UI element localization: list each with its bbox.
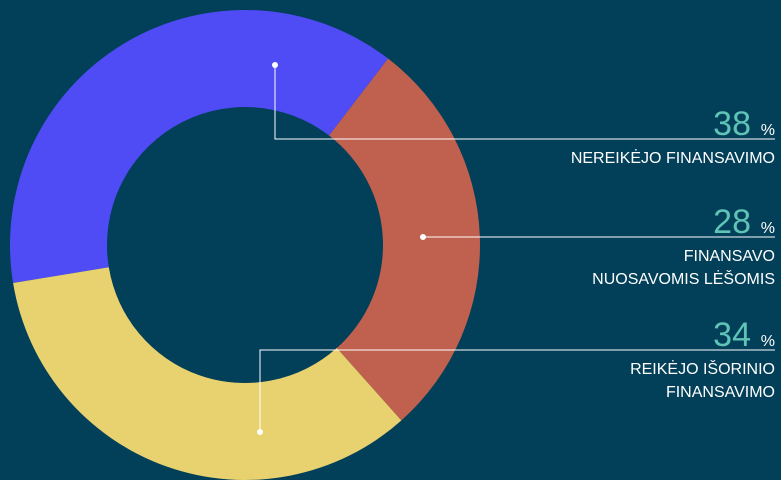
- donut-segment: [13, 267, 402, 480]
- value-label: 38: [713, 105, 751, 143]
- category-label: REIKĖJO IŠORINIO: [630, 359, 775, 378]
- leader-line: [274, 65, 775, 140]
- leader-dot: [420, 234, 426, 240]
- value-label: 28: [713, 203, 751, 241]
- value-label: 34: [713, 316, 751, 354]
- leader-dot: [272, 62, 278, 68]
- category-label: NUOSAVOMIS LĖŠOMIS: [592, 269, 775, 288]
- donut-segment: [10, 9, 389, 283]
- leader-line: [259, 349, 775, 432]
- unit-label: %: [761, 220, 775, 237]
- category-label: FINANSAVO: [684, 248, 775, 265]
- unit-label: %: [761, 333, 775, 350]
- donut-segment: [329, 58, 480, 421]
- category-label: NEREIKĖJO FINANSAVIMO: [571, 148, 775, 167]
- unit-label: %: [761, 122, 775, 139]
- category-label: FINANSAVIMO: [666, 384, 775, 401]
- leader-dot: [257, 429, 263, 435]
